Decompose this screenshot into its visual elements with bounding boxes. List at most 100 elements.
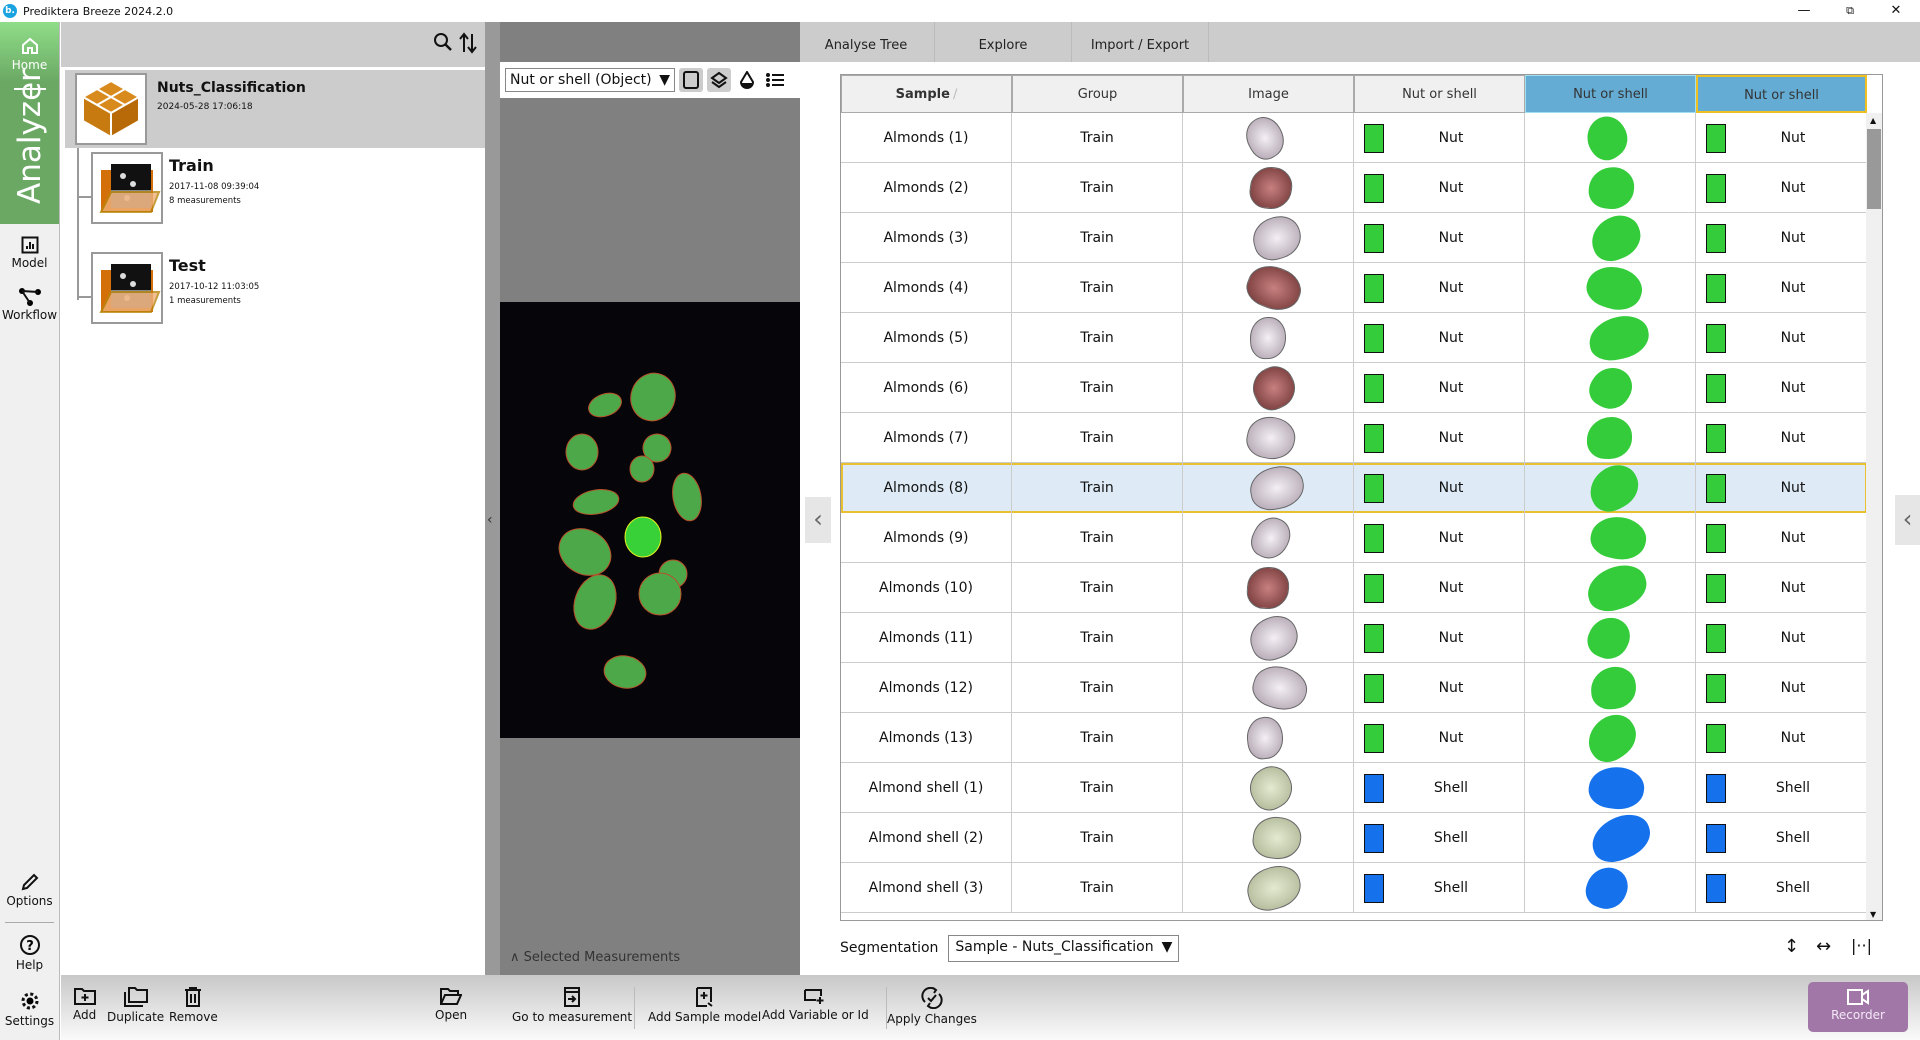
tab-analyse-tree[interactable]: Analyse Tree bbox=[798, 22, 935, 62]
apply-changes-button[interactable]: Apply Changes bbox=[887, 987, 977, 1026]
group-count: 1 measurements bbox=[169, 296, 241, 306]
object-segment[interactable] bbox=[629, 455, 655, 483]
close-button[interactable]: ✕ bbox=[1890, 3, 1902, 18]
image-cell bbox=[1183, 110, 1354, 166]
image-cell bbox=[1183, 713, 1354, 763]
class-cell: Nut bbox=[1354, 163, 1525, 213]
vertical-scrollbar[interactable]: ▲ ▼ bbox=[1866, 113, 1882, 920]
measurement-image[interactable] bbox=[500, 302, 800, 738]
class-cell: Shell bbox=[1354, 863, 1525, 913]
fit-height-icon[interactable]: ↕ bbox=[1784, 936, 1800, 957]
square-icon[interactable] bbox=[679, 68, 703, 92]
segmentation-value: Sample - Nuts_Classification bbox=[955, 938, 1154, 955]
nav-home[interactable]: Home bbox=[0, 36, 59, 72]
list-icon[interactable] bbox=[763, 68, 787, 92]
group-item[interactable]: Test 2017-10-12 11:03:05 1 measurements bbox=[75, 248, 475, 344]
scroll-up-icon[interactable]: ▲ bbox=[1870, 116, 1877, 125]
scroll-down-icon[interactable]: ▼ bbox=[1870, 910, 1877, 919]
project-item[interactable]: Nuts_Classification 2024-05-28 17:06:18 bbox=[65, 70, 485, 148]
object-segment[interactable] bbox=[565, 433, 599, 471]
class-color-swatch bbox=[1364, 224, 1384, 253]
table-row[interactable]: Almonds (11) Train Nut Nut bbox=[841, 610, 1867, 666]
nav-options-label: Options bbox=[6, 894, 53, 908]
table-row[interactable]: Almonds (5) Train Nut Nut bbox=[841, 311, 1867, 365]
table-row[interactable]: Almonds (7) Train Nut Nut bbox=[841, 412, 1867, 464]
column-header[interactable]: Nut or shell bbox=[1525, 75, 1696, 113]
class-color-swatch bbox=[1706, 124, 1726, 153]
recorder-button[interactable]: Recorder bbox=[1808, 982, 1908, 1032]
nav-workflow[interactable]: Workflow bbox=[0, 288, 59, 322]
table-row[interactable]: Almonds (2) Train Nut Nut bbox=[841, 163, 1867, 213]
table-row[interactable]: Almonds (9) Train Nut Nut bbox=[841, 511, 1867, 565]
collapse-viewer-button[interactable]: ‹ bbox=[805, 497, 831, 543]
segmentation-cell bbox=[1525, 807, 1696, 869]
table-row[interactable]: Almond shell (2) Train Shell Shell bbox=[841, 807, 1867, 869]
column-header[interactable]: Nut or shell bbox=[1696, 75, 1867, 113]
table-row[interactable]: Almonds (12) Train Nut Nut bbox=[841, 660, 1867, 716]
column-header-label: Nut or shell bbox=[1573, 87, 1648, 102]
segmentation-select[interactable]: Sample - Nuts_Classification ▼ bbox=[948, 934, 1180, 962]
splitter[interactable]: ‹ bbox=[485, 22, 500, 1040]
column-header[interactable]: Image bbox=[1183, 75, 1354, 113]
column-header[interactable]: Group bbox=[1012, 75, 1183, 113]
open-button[interactable]: Open bbox=[435, 987, 467, 1022]
class-cell: Shell bbox=[1354, 763, 1525, 813]
table-row[interactable]: Almonds (10) Train Nut Nut bbox=[841, 559, 1867, 617]
collapse-left-icon[interactable]: ‹ bbox=[487, 512, 493, 528]
nav-help[interactable]: ? Help bbox=[0, 934, 59, 972]
fit-width-icon[interactable]: ↔ bbox=[1816, 936, 1832, 957]
class-cell: Nut bbox=[1696, 313, 1867, 363]
restore-button[interactable]: ⧉ bbox=[1846, 4, 1854, 17]
selected-measurements-toggle[interactable]: ∧ Selected Measurements bbox=[510, 950, 680, 965]
project-panel-header bbox=[61, 22, 485, 67]
tab-import-export[interactable]: Import / Export bbox=[1072, 22, 1209, 62]
add-variable-button[interactable]: Add Variable or Id bbox=[762, 987, 869, 1022]
column-header[interactable]: Sample ∕ bbox=[841, 75, 1012, 113]
column-header[interactable]: Nut or shell bbox=[1354, 75, 1525, 113]
object-segment[interactable] bbox=[571, 486, 620, 518]
selected-object[interactable] bbox=[624, 516, 662, 558]
nav-settings[interactable]: Settings bbox=[0, 990, 59, 1028]
tab-explore[interactable]: Explore bbox=[935, 22, 1072, 62]
object-segment[interactable] bbox=[567, 569, 624, 635]
layer-select[interactable]: Nut or shell (Object) ▼ bbox=[505, 68, 675, 92]
remove-button[interactable]: Remove bbox=[169, 987, 218, 1024]
segmentation-cell bbox=[1525, 457, 1696, 519]
group-item[interactable]: Train 2017-11-08 09:39:04 8 measurements bbox=[75, 148, 475, 244]
add-button[interactable]: Add bbox=[73, 987, 96, 1022]
segmentation-cell bbox=[1525, 163, 1696, 213]
object-segment[interactable] bbox=[551, 519, 620, 584]
class-color-swatch bbox=[1706, 774, 1726, 803]
object-segment[interactable] bbox=[669, 471, 705, 523]
object-segment[interactable] bbox=[602, 653, 649, 692]
table-row[interactable]: Almond shell (1) Train Shell Shell bbox=[841, 759, 1867, 817]
sort-icon[interactable] bbox=[459, 32, 477, 54]
duplicate-label: Duplicate bbox=[107, 1010, 165, 1024]
nav-analyzer[interactable]: Analyzer bbox=[12, 69, 48, 204]
scrollbar-thumb[interactable] bbox=[1867, 129, 1881, 209]
object-segment[interactable] bbox=[624, 367, 682, 427]
table-row[interactable]: Almonds (6) Train Nut Nut bbox=[841, 359, 1867, 417]
nav-home-label: Home bbox=[11, 58, 48, 72]
go-to-measurement-button[interactable]: Go to measurement bbox=[512, 987, 632, 1024]
search-icon[interactable] bbox=[433, 32, 453, 52]
duplicate-button[interactable]: Duplicate bbox=[107, 987, 164, 1024]
minimize-button[interactable]: — bbox=[1797, 3, 1811, 18]
table-row[interactable]: Almonds (4) Train Nut Nut bbox=[841, 258, 1867, 318]
table-row[interactable]: Almonds (8) Train Nut Nut bbox=[841, 457, 1867, 519]
drop-icon[interactable] bbox=[735, 68, 759, 92]
column-width-icon[interactable]: |··| bbox=[1851, 936, 1872, 955]
segmentation-mask bbox=[1586, 416, 1633, 460]
add-sample-model-button[interactable]: Add Sample model bbox=[648, 987, 761, 1024]
table-row[interactable]: Almond shell (3) Train Shell Shell bbox=[841, 860, 1867, 916]
nav-model[interactable]: Model bbox=[0, 236, 59, 270]
expand-right-button[interactable]: ‹ bbox=[1895, 495, 1920, 545]
table-row[interactable]: Almonds (3) Train Nut Nut bbox=[841, 208, 1867, 268]
table-row[interactable]: Almonds (1) Train Nut Nut bbox=[841, 109, 1867, 167]
object-segment[interactable] bbox=[639, 430, 675, 466]
object-segment[interactable] bbox=[638, 572, 682, 616]
table-row[interactable]: Almonds (13) Train Nut Nut bbox=[841, 706, 1867, 770]
object-segment[interactable] bbox=[585, 389, 624, 421]
layers-icon[interactable] bbox=[707, 68, 731, 92]
nav-options[interactable]: Options bbox=[0, 872, 59, 908]
